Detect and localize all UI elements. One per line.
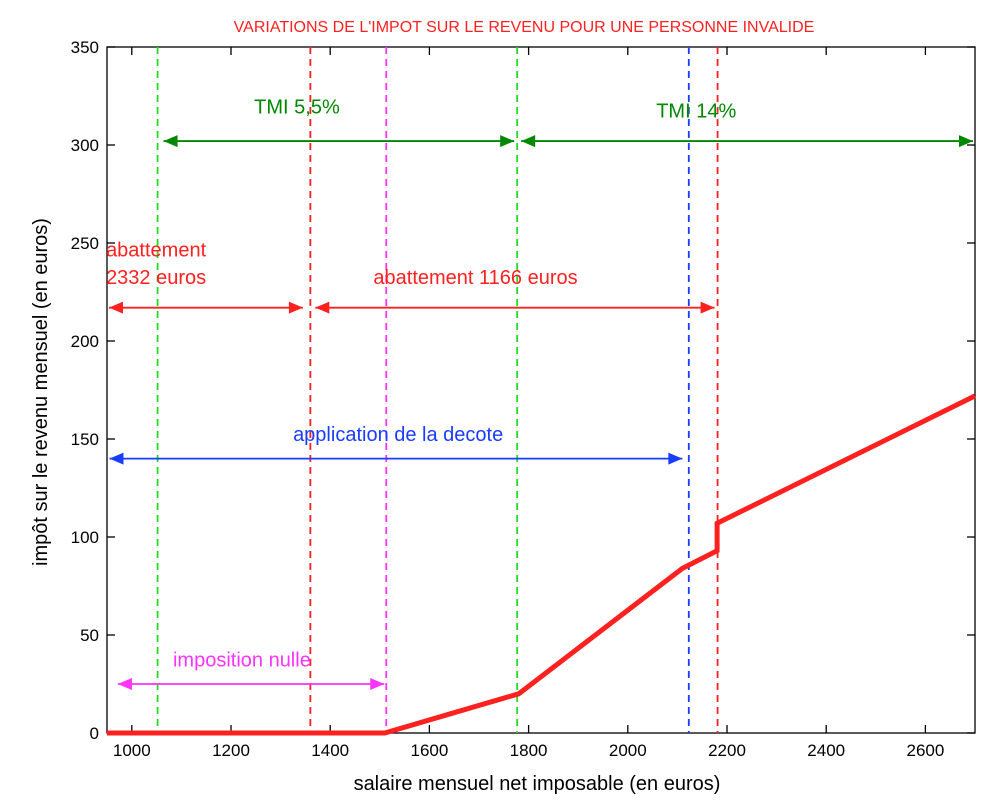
annotation-label: abattement	[106, 240, 207, 262]
plot-frame	[106, 46, 976, 734]
arrow-head	[109, 452, 124, 465]
y-tick-label: 250	[71, 234, 99, 253]
x-tick-label: 1000	[113, 741, 151, 760]
annotation-label: TMI 14%	[656, 101, 736, 123]
arrow-head	[117, 678, 132, 690]
x-tick-label: 1200	[212, 741, 250, 760]
y-tick-label: 100	[71, 528, 99, 547]
x-tick-label: 1800	[510, 741, 548, 760]
annotation-label: application de la decote	[293, 424, 503, 446]
y-tick-label: 0	[90, 724, 99, 743]
arrow-head	[315, 301, 330, 314]
series-line	[107, 393, 977, 736]
annotation-label: TMI 5,5%	[254, 97, 340, 119]
x-tick-label: 2200	[708, 741, 746, 760]
annotation-label: 2332 euros	[106, 267, 206, 289]
arrow-head	[700, 301, 715, 314]
arrow-head	[668, 452, 683, 465]
y-tick-label: 200	[71, 332, 99, 351]
arrow-head	[500, 135, 515, 148]
annotation-label: imposition nulle	[173, 649, 311, 671]
chart-title: VARIATIONS DE L'IMPOT SUR LE REVENU POUR…	[234, 19, 815, 36]
x-tick-label: 1400	[311, 741, 349, 760]
y-axis-title: impôt sur le revenu mensuel (en euros)	[30, 218, 52, 566]
x-tick-label: 1600	[410, 741, 448, 760]
x-axis-title: salaire mensuel net imposable (en euros)	[354, 773, 721, 795]
arrow-head	[959, 135, 973, 148]
y-tick-label: 50	[80, 626, 99, 645]
x-tick-label: 2000	[609, 741, 647, 760]
annotation-label: abattement 1166 euros	[373, 267, 577, 289]
arrow-head	[109, 301, 123, 314]
y-tick-label: 150	[71, 430, 99, 449]
y-tick-label: 350	[71, 38, 99, 57]
arrow-head	[163, 135, 178, 148]
y-tick-label: 300	[71, 136, 99, 155]
x-tick-label: 2400	[807, 741, 845, 760]
arrow-head	[370, 678, 385, 690]
arrow-head	[521, 135, 536, 148]
x-tick-label: 2600	[906, 741, 944, 760]
arrow-head	[288, 301, 303, 314]
